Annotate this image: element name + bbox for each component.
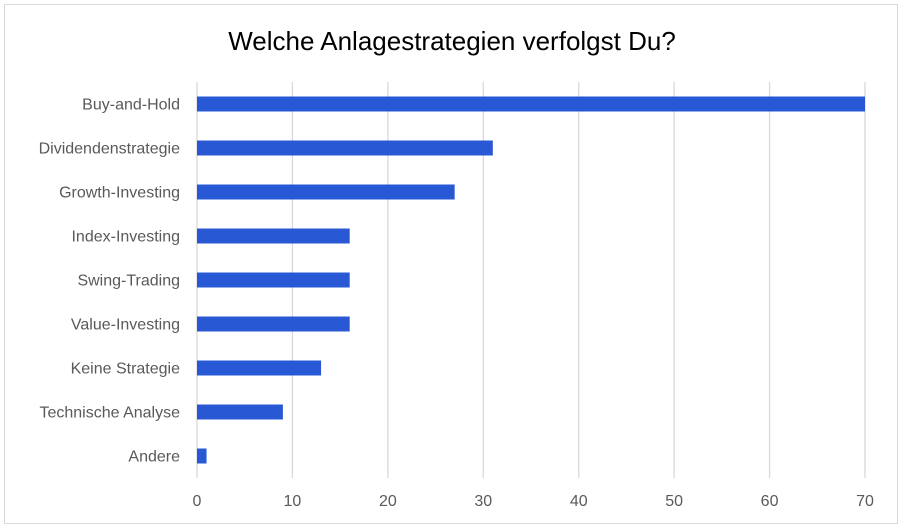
x-tick-label: 30 — [474, 493, 492, 510]
bar — [197, 228, 350, 244]
y-category-label: Dividendenstrategie — [39, 141, 181, 158]
y-category-label: Buy-and-Hold — [82, 97, 180, 114]
x-tick-label: 0 — [193, 493, 202, 510]
chart-title: Welche Anlagestrategien verfolgst Du? — [228, 26, 676, 56]
y-category-label: Index-Investing — [71, 229, 180, 246]
bar — [197, 316, 350, 332]
y-category-label: Technische Analyse — [39, 405, 180, 422]
y-category-label: Swing-Trading — [77, 273, 180, 290]
y-category-label: Keine Strategie — [71, 361, 181, 378]
x-tick-label: 60 — [761, 493, 779, 510]
x-tick-label: 40 — [570, 493, 588, 510]
y-category-label: Value-Investing — [71, 317, 180, 334]
bar — [197, 140, 493, 156]
x-tick-label: 50 — [665, 493, 683, 510]
chart-border — [4, 4, 898, 524]
bar — [197, 404, 283, 420]
y-category-label: Andere — [128, 449, 180, 466]
y-category-label: Growth-Investing — [59, 185, 180, 202]
bar — [197, 96, 865, 112]
bar — [197, 272, 350, 288]
bar — [197, 448, 207, 464]
bar — [197, 184, 455, 200]
x-tick-label: 70 — [856, 493, 874, 510]
x-tick-label: 20 — [379, 493, 397, 510]
bar — [197, 360, 322, 376]
x-tick-label: 10 — [284, 493, 302, 510]
